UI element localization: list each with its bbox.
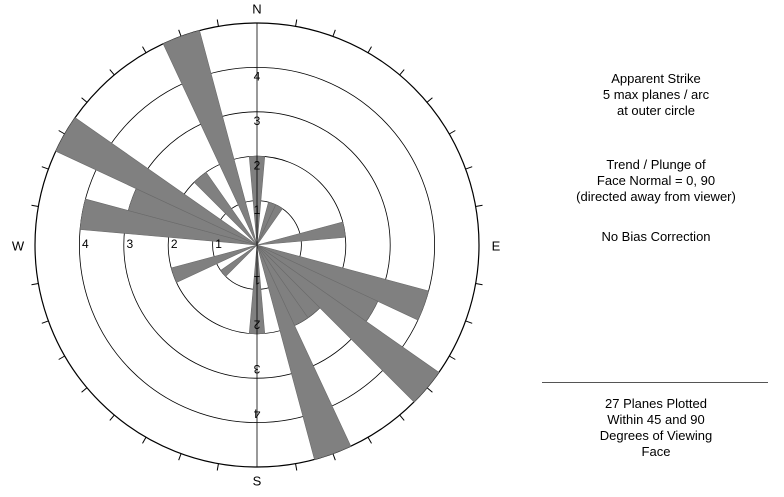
ring-label: 3 (253, 362, 260, 376)
info-line: Face Normal = 0, 90 (596, 173, 716, 188)
north-label: N (252, 1, 261, 16)
compass-labels: N E S W (12, 1, 501, 488)
degree-tick (142, 46, 147, 53)
ring-label: 1 (253, 273, 260, 287)
petal (256, 244, 352, 460)
petal (256, 204, 283, 246)
info-line: Trend / Plunge of (606, 157, 706, 172)
west-label: W (12, 238, 25, 253)
degree-tick (109, 414, 115, 421)
info-line: at outer circle (616, 103, 696, 118)
degree-tick (178, 29, 182, 37)
degree-tick (31, 283, 39, 286)
rose-diagram: 1 1 1 2 2 2 3 3 3 4 4 4 N E S W (12, 1, 501, 488)
degree-tick (332, 29, 336, 37)
degree-tick (449, 130, 456, 135)
ring-label: 3 (126, 237, 133, 251)
ring-label: 2 (254, 158, 261, 172)
info-line: Within 45 and 90 (607, 412, 705, 427)
south-label: S (253, 473, 262, 488)
petal (55, 117, 258, 246)
degree-tick (426, 97, 433, 103)
ring-label: 4 (254, 70, 261, 84)
degree-tick (216, 463, 219, 471)
degree-tick (449, 355, 456, 360)
ring-label: 3 (254, 114, 261, 128)
ring-label: 2 (253, 318, 260, 332)
planes-info: 27 Planes Plotted Within 45 and 90 Degre… (545, 396, 767, 460)
petal (79, 198, 258, 246)
petal (193, 171, 258, 246)
info-line: Apparent Strike (611, 71, 701, 86)
info-line: 5 max planes / arc (602, 87, 710, 102)
petal (256, 221, 346, 246)
degree-tick (367, 437, 372, 444)
info-line: Face (641, 444, 671, 459)
petal (256, 244, 440, 403)
face-normal-info: Trend / Plunge of Face Normal = 0, 90 (d… (545, 157, 767, 205)
petal (170, 244, 258, 283)
degree-tick (81, 97, 88, 103)
ring-label: 2 (171, 237, 178, 251)
degree-tick (332, 453, 336, 461)
degree-tick (142, 437, 147, 444)
petal (220, 244, 258, 277)
degree-tick (426, 387, 433, 393)
degree-tick (295, 19, 298, 27)
info-line: 27 Planes Plotted (605, 396, 707, 411)
degree-tick (58, 130, 65, 135)
info-line: Degrees of Viewing (599, 428, 713, 443)
petal (162, 30, 258, 246)
degree-tick (367, 46, 372, 53)
east-label: E (492, 238, 501, 253)
degree-tick (31, 204, 39, 207)
info-line: No Bias Correction (601, 229, 711, 244)
degree-tick (41, 320, 49, 324)
degree-tick (109, 69, 115, 76)
degree-tick (81, 387, 88, 393)
degree-tick (465, 166, 473, 170)
ring-labels: 1 1 1 2 2 2 3 3 3 4 4 4 (82, 70, 261, 421)
degree-ticks (31, 19, 483, 471)
degree-tick (178, 453, 182, 461)
degree-tick (399, 414, 405, 421)
ring-label: 1 (215, 237, 222, 251)
degree-tick (295, 463, 298, 471)
degree-tick (465, 320, 473, 324)
divider (542, 382, 768, 383)
degree-tick (216, 19, 219, 27)
ring-label: 4 (82, 237, 89, 251)
info-line: (directed away from viewer) (576, 189, 736, 204)
degree-tick (399, 69, 405, 76)
bias-info: No Bias Correction (545, 229, 767, 245)
ring-label: 4 (253, 406, 260, 420)
petals (55, 30, 440, 460)
degree-tick (475, 204, 483, 207)
degree-tick (58, 355, 65, 360)
degree-tick (41, 166, 49, 170)
petal (256, 244, 429, 321)
strike-info: Apparent Strike 5 max planes / arc at ou… (545, 71, 767, 119)
degree-tick (475, 283, 483, 286)
ring-label: 1 (254, 203, 261, 217)
